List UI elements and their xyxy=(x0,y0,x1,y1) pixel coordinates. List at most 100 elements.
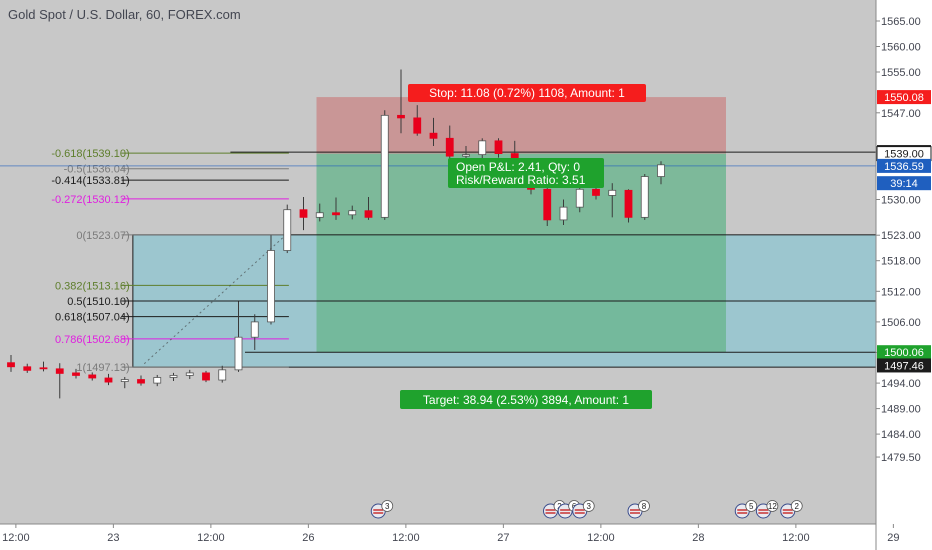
candle xyxy=(608,189,617,196)
event-count: 12 xyxy=(768,502,777,511)
price-tick-label: 1547.00 xyxy=(881,108,921,120)
fib-level-label: -0.414(1533.81) xyxy=(51,175,129,187)
fib-level-label: 1(1497.13) xyxy=(76,362,129,374)
event-count: 2 xyxy=(795,502,800,511)
event-count: 8 xyxy=(642,502,647,511)
price-label-box xyxy=(877,90,931,105)
candle xyxy=(120,379,129,382)
candle xyxy=(23,366,32,371)
event-count-badge xyxy=(638,500,650,512)
price-label-box xyxy=(877,345,931,360)
time-tick-label: 29 xyxy=(887,532,899,544)
price-tick-label: 1530.00 xyxy=(881,195,921,207)
candle xyxy=(348,210,357,216)
candle xyxy=(72,372,80,376)
target-label-box[interactable] xyxy=(400,390,652,409)
fib-level-label: -0.272(1530.12) xyxy=(51,194,129,206)
event-count: 5 xyxy=(749,502,754,511)
fib-level-label: -0.5(1536.04) xyxy=(64,164,130,176)
position-labels-layer: Stop: 11.08 (0.72%) 1108, Amount: 1 Open… xyxy=(400,84,652,409)
candle xyxy=(299,209,308,218)
price-tick-label: 1479.50 xyxy=(881,452,921,464)
price-label: 39:14 xyxy=(890,178,918,190)
price-tick-label: 1506.00 xyxy=(881,317,921,329)
stop-zone[interactable] xyxy=(316,97,727,154)
price-tick-label: 1523.00 xyxy=(881,230,921,242)
event-count-badge xyxy=(790,500,803,512)
fib-retracement[interactable]: -0.618(1539.10) -0.5(1536.04)-0.414(1533.… xyxy=(51,148,289,374)
candle xyxy=(250,321,259,338)
time-tick-label: 12:00 xyxy=(587,532,615,544)
price-axis-background xyxy=(876,0,932,550)
candle xyxy=(234,336,243,371)
stop-label: Stop: 11.08 (0.72%) 1108, Amount: 1 xyxy=(429,86,625,100)
candle xyxy=(364,210,373,218)
price-tick-label: 1555.00 xyxy=(881,67,921,79)
time-tick-label: 12:00 xyxy=(197,532,225,544)
fib-level-label: 0(1523.07) xyxy=(76,230,129,242)
candle xyxy=(413,117,422,134)
fib-level-label: -0.618(1539.10) xyxy=(51,148,129,160)
candle xyxy=(429,132,438,139)
candle xyxy=(153,377,162,384)
candle xyxy=(592,188,600,196)
price-axis[interactable]: 1565.00 1560.00 1555.00 1547.00 1539.00 1530.… xyxy=(875,0,932,550)
event-count-badge xyxy=(381,500,394,512)
time-tick-label: 12:00 xyxy=(782,532,810,544)
candle xyxy=(397,114,405,119)
fib-level-label: 0.5(1510.10) xyxy=(67,296,129,308)
time-tick-label: 23 xyxy=(107,532,119,544)
event-count-badge xyxy=(766,500,779,512)
price-tick-label: 1489.00 xyxy=(881,404,921,416)
price-label-box xyxy=(877,176,931,191)
time-tick-label: 26 xyxy=(302,532,314,544)
fib-level-label: 0.382(1513.16) xyxy=(55,280,130,292)
candle xyxy=(137,379,145,384)
time-tick-label: 28 xyxy=(692,532,704,544)
price-label-box xyxy=(877,358,931,373)
time-tick-label: 12:00 xyxy=(392,532,420,544)
candle xyxy=(202,372,210,381)
pnl-label-box[interactable] xyxy=(448,158,604,188)
candle xyxy=(55,368,64,374)
candle xyxy=(445,137,454,157)
time-axis-background xyxy=(0,524,876,550)
price-tick-label: 1484.00 xyxy=(881,429,921,441)
price-tick-label: 1518.00 xyxy=(881,256,921,268)
candle xyxy=(559,206,568,221)
candles-layer xyxy=(7,69,665,399)
candle xyxy=(169,375,178,378)
candle xyxy=(494,140,503,155)
candle xyxy=(624,189,633,218)
price-tick-label: 1512.00 xyxy=(881,286,921,298)
time-axis[interactable]: 12:00 23 12:00 26 12:00 27 12:00 28 12:00 29 xyxy=(0,523,900,544)
price-label: 1500.06 xyxy=(884,347,924,359)
price-label: 1497.46 xyxy=(884,360,924,372)
time-tick-label: 12:00 xyxy=(2,532,30,544)
candle xyxy=(218,369,227,381)
fib-level-label: 0.786(1502.68) xyxy=(55,334,130,346)
price-tick-label: 1565.00 xyxy=(881,16,921,28)
candle xyxy=(478,140,487,156)
candle xyxy=(380,114,389,218)
trend-line xyxy=(143,234,286,365)
stop-label-box[interactable] xyxy=(408,84,646,102)
event-count: 3 xyxy=(587,502,592,511)
candle xyxy=(283,209,292,251)
candle xyxy=(185,372,194,376)
candle xyxy=(543,188,552,221)
candle xyxy=(39,367,48,370)
event-count: 3 xyxy=(385,502,390,511)
candle xyxy=(657,164,665,177)
candle xyxy=(7,362,15,368)
event-count-badge xyxy=(745,500,758,512)
horizontal-lines-layer xyxy=(0,151,876,365)
candle xyxy=(88,374,97,379)
price-tick-label: 1494.00 xyxy=(881,378,921,390)
time-tick-label: 27 xyxy=(497,532,509,544)
candle xyxy=(104,377,113,383)
chart-title: Gold Spot / U.S. Dollar, 60, FOREX.com xyxy=(8,7,241,22)
event-count-badge xyxy=(582,500,595,512)
